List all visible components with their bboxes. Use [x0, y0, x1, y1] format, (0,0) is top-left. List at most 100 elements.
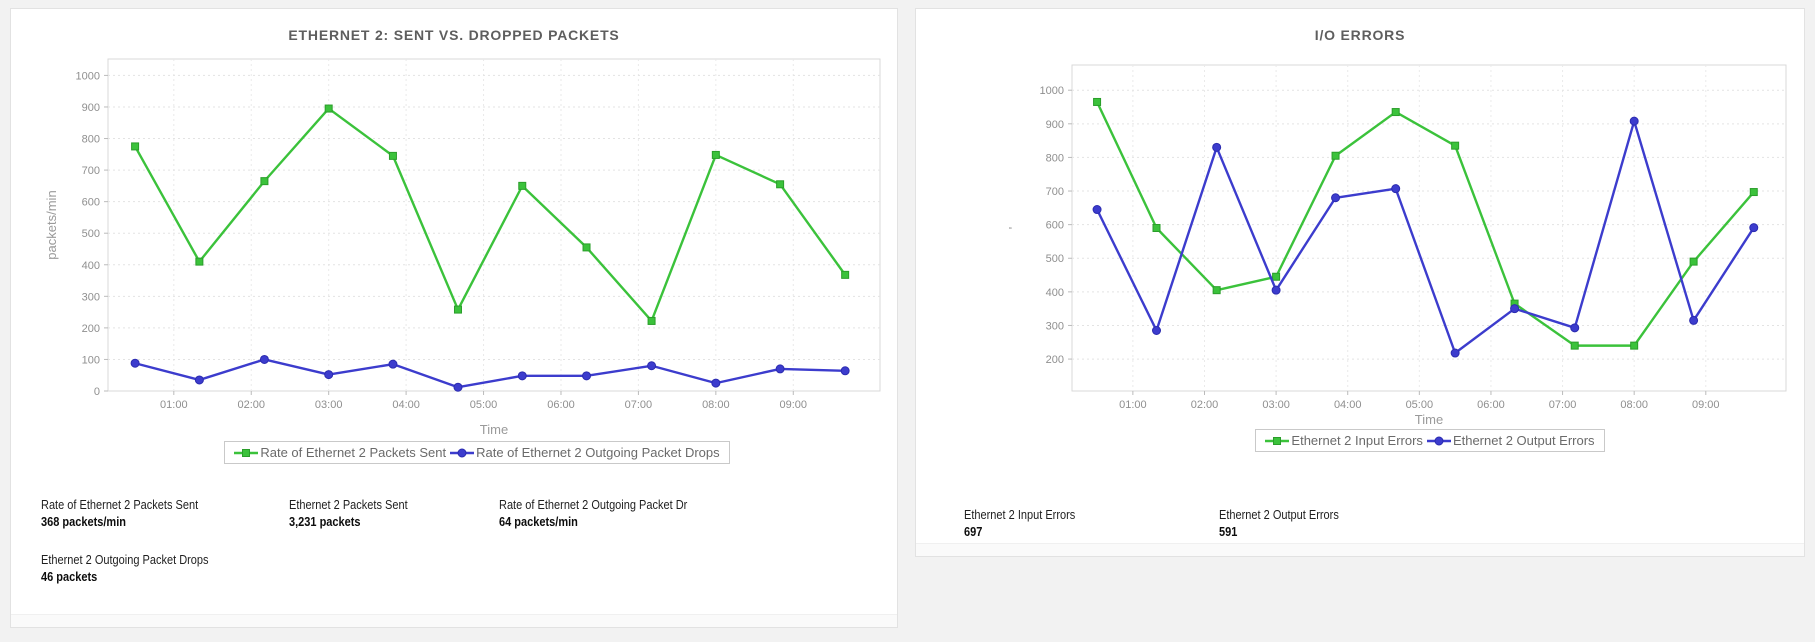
y-tick-label: 0 [94, 386, 100, 398]
data-point-marker[interactable] [1212, 286, 1221, 295]
data-point-marker[interactable] [517, 371, 527, 381]
stat-value: 64 packets/min [499, 515, 578, 529]
x-tick-label: 03:00 [1262, 399, 1290, 411]
y-tick-label: 900 [82, 102, 100, 114]
data-point-marker[interactable] [195, 257, 204, 266]
line-chart-io-errors[interactable]: 200 300 400 500 600 700 800 900 1000 01:00 02:00 03… [922, 55, 1798, 429]
panel-footer [916, 543, 1804, 556]
data-point-marker[interactable] [260, 177, 269, 186]
series-line [134, 107, 847, 323]
y-tick-label: 900 [1046, 119, 1064, 131]
legend-label: Rate of Ethernet 2 Packets Sent [260, 445, 447, 460]
data-point-marker[interactable] [1749, 188, 1758, 197]
y-tick-label: 200 [82, 323, 100, 335]
data-point-marker[interactable] [776, 180, 785, 189]
stat-value: 697 [964, 525, 983, 539]
data-point-marker[interactable] [1152, 224, 1161, 232]
y-tick-label: 1000 [1040, 85, 1064, 97]
data-point-marker[interactable] [453, 305, 462, 314]
x-tick-label: 06:00 [1477, 399, 1505, 411]
data-point-marker[interactable] [711, 378, 721, 388]
stat-label: Rate of Ethernet 2 Outgoing Packet Dr [499, 498, 688, 512]
legend-label: Ethernet 2 Output Errors [1452, 433, 1595, 448]
stats-sent-vs-dropped: Rate of Ethernet 2 Packets Sent 368 pack… [11, 498, 897, 584]
data-point-marker[interactable] [324, 104, 333, 113]
x-tick-label: 08:00 [1620, 399, 1648, 411]
y-tick-label: 200 [1046, 354, 1064, 366]
data-point-marker[interactable] [1629, 116, 1639, 126]
data-point-marker[interactable] [194, 375, 204, 385]
legend-marker-icon [1426, 436, 1451, 445]
legend-item[interactable]: Rate of Ethernet 2 Packets Sent [234, 445, 446, 460]
y-tick-label: 800 [1046, 152, 1064, 164]
legend-label: Rate of Ethernet 2 Outgoing Packet Drops [476, 445, 720, 460]
data-point-marker[interactable] [1689, 257, 1698, 266]
data-point-marker[interactable] [1451, 141, 1460, 150]
legend-item[interactable]: Ethernet 2 Input Errors [1265, 433, 1423, 448]
legend-marker-icon [234, 448, 259, 457]
y-tick-label: 600 [82, 197, 100, 209]
data-point-marker[interactable] [1212, 142, 1222, 152]
data-point-marker[interactable] [388, 359, 398, 369]
x-tick-label: 02:00 [1191, 399, 1219, 411]
y-tick-label: 700 [82, 165, 100, 177]
data-point-marker[interactable] [1152, 326, 1162, 336]
chart-legend: Rate of Ethernet 2 Packets Sent Rate of E… [11, 441, 897, 464]
data-point-marker[interactable] [775, 364, 785, 374]
data-point-marker[interactable] [1570, 341, 1579, 350]
data-point-marker[interactable] [1689, 315, 1699, 325]
data-point-marker[interactable] [388, 151, 397, 160]
panel-io-errors: I/O ERRORS 200 300 400 500 600 700 800 900 1000 0… [915, 8, 1805, 557]
x-tick-label: 04:00 [1334, 399, 1362, 411]
data-point-marker[interactable] [1510, 304, 1520, 314]
data-point-marker[interactable] [1093, 97, 1102, 106]
y-axis-label: ' [1006, 227, 1021, 229]
x-tick-label: 08:00 [702, 399, 730, 411]
y-tick-label: 1000 [76, 70, 100, 82]
legend-box: Ethernet 2 Input Errors Ethernet 2 Output… [1255, 429, 1605, 452]
y-tick-label: 400 [82, 260, 100, 272]
data-point-marker[interactable] [647, 361, 657, 371]
stat-value: 368 packets/min [41, 515, 127, 529]
data-point-marker[interactable] [840, 366, 850, 376]
data-point-marker[interactable] [582, 371, 592, 381]
data-point-marker[interactable] [1272, 272, 1281, 281]
stat-label: Rate of Ethernet 2 Packets Sent [41, 498, 199, 512]
data-point-marker[interactable] [1331, 151, 1340, 160]
data-point-marker[interactable] [131, 142, 140, 151]
stat-label: Ethernet 2 Output Errors [1219, 508, 1339, 522]
plot-area [107, 58, 881, 392]
data-point-marker[interactable] [1450, 348, 1460, 358]
data-point-marker[interactable] [1630, 341, 1639, 350]
legend-item[interactable]: Rate of Ethernet 2 Outgoing Packet Drops [450, 445, 720, 460]
line-chart-sent-vs-dropped[interactable]: 0 100 200 300 400 500 600 700 800 900 1000 01:00 02:… [46, 47, 892, 439]
data-point-marker[interactable] [841, 270, 850, 279]
data-point-marker[interactable] [259, 354, 269, 364]
stat-outgoing-drops: Ethernet 2 Outgoing Packet Drops 46 pack… [41, 553, 289, 584]
y-tick-label: 500 [1046, 253, 1064, 265]
stat-label: Ethernet 2 Outgoing Packet Drops [41, 553, 209, 567]
stat-rate-outgoing-drops: Rate of Ethernet 2 Outgoing Packet Dr 64… [499, 498, 897, 529]
data-point-marker[interactable] [130, 358, 140, 368]
y-axis-label: packets/min [46, 190, 59, 259]
data-point-marker[interactable] [711, 150, 720, 159]
data-point-marker[interactable] [1092, 205, 1102, 215]
data-point-marker[interactable] [453, 382, 463, 392]
data-point-marker[interactable] [1331, 193, 1341, 203]
data-point-marker[interactable] [647, 316, 656, 325]
data-point-marker[interactable] [1271, 285, 1281, 295]
data-point-marker[interactable] [1749, 223, 1759, 233]
x-tick-label: 06:00 [547, 399, 575, 411]
x-axis-label: Time [1415, 412, 1443, 427]
data-point-marker[interactable] [1391, 184, 1401, 194]
legend-item[interactable]: Ethernet 2 Output Errors [1426, 433, 1595, 448]
chart-legend: Ethernet 2 Input Errors Ethernet 2 Output… [916, 429, 1804, 452]
data-point-marker[interactable] [582, 243, 591, 252]
data-point-marker[interactable] [1391, 108, 1400, 117]
data-point-marker[interactable] [518, 181, 527, 190]
stat-label: Ethernet 2 Packets Sent [289, 498, 408, 512]
data-point-marker[interactable] [1570, 323, 1580, 333]
legend-label: Ethernet 2 Input Errors [1291, 433, 1423, 448]
stat-value: 46 packets [41, 570, 98, 584]
data-point-marker[interactable] [324, 370, 334, 380]
